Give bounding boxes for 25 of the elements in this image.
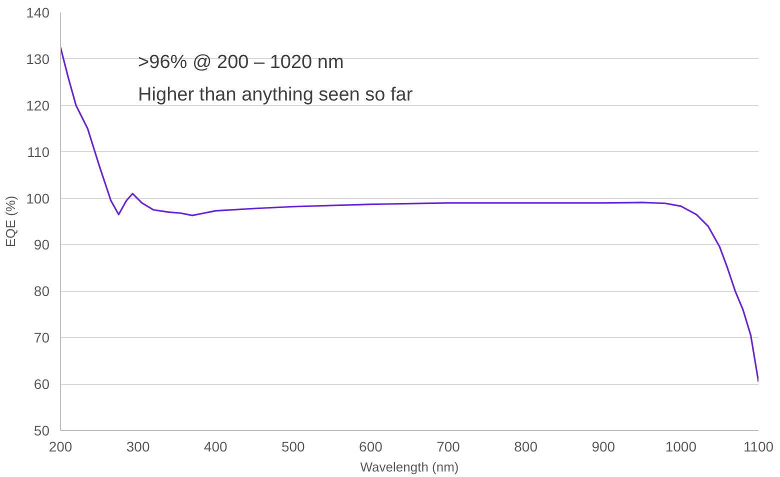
x-tick-label: 500 (281, 438, 306, 454)
x-tick-label: 900 (592, 438, 616, 454)
y-tick-label: 70 (34, 330, 50, 346)
y-tick-label: 60 (34, 376, 50, 392)
x-tick-label: 1100 (743, 438, 774, 454)
y-tick-label: 140 (26, 4, 50, 20)
y-tick-label: 80 (34, 283, 50, 300)
x-tick-label: 600 (359, 438, 383, 454)
x-tick-label: 300 (126, 438, 150, 454)
annotation: >96% @ 200 – 1020 nm (138, 52, 344, 73)
x-tick-label: 1000 (665, 438, 697, 454)
line-series (60, 46, 758, 383)
x-tick-label: 400 (204, 438, 228, 454)
y-tick-label: 110 (27, 144, 50, 160)
x-axis-title: Wavelength (nm) (360, 460, 459, 474)
y-tick-label: 90 (34, 236, 50, 253)
x-tick-label: 800 (514, 438, 538, 454)
x-tick-label: 200 (48, 438, 72, 454)
y-tick-label: 100 (26, 190, 50, 206)
y-tick-label: 130 (26, 50, 50, 67)
y-axis-title: EQE (%) (3, 196, 18, 248)
annotation: Higher than anything seen so far (138, 84, 414, 106)
y-tick-label: 50 (34, 422, 50, 438)
x-tick-label: 700 (436, 438, 460, 454)
y-tick-label: 120 (26, 97, 50, 114)
